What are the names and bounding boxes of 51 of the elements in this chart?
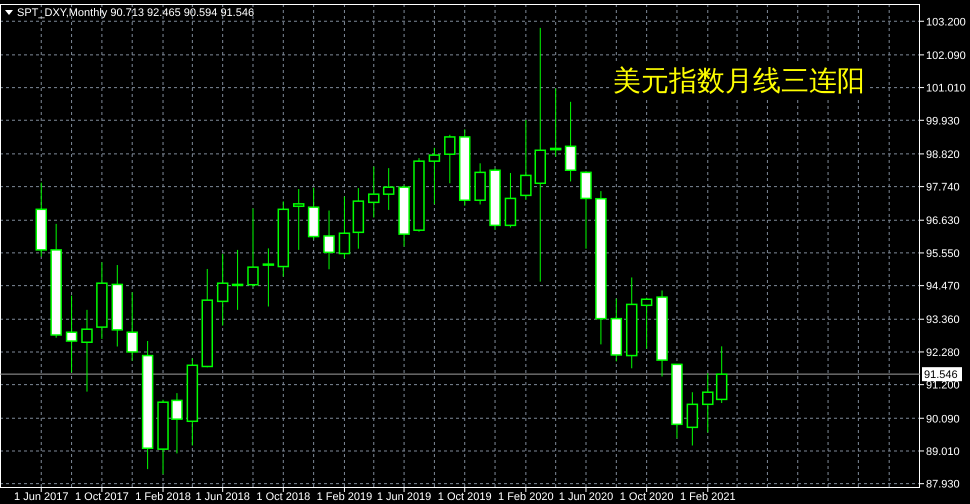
candlestick [368,166,380,218]
candlestick [247,208,259,288]
candlestick [686,392,698,446]
x-tick-label: 1 Oct 2020 [620,491,674,503]
candlestick [338,196,350,259]
ref-line-label: 91.546 [924,369,958,382]
y-tick-label: 94.470 [926,280,960,293]
candlestick [702,372,714,433]
candlestick [564,101,576,182]
y-tick-label: 90.090 [926,413,960,426]
y-tick-label: 97.740 [926,182,960,194]
candlestick [444,134,456,184]
x-tick-label: 1 Jun 2017 [14,491,68,503]
x-tick-label: 1 Jun 2020 [558,491,614,503]
x-tick-label: 1 Oct 2018 [256,491,310,503]
x-tick-label: 1 Jun 2018 [195,491,250,503]
y-tick-label: 98.820 [926,148,960,161]
candlestick [640,297,652,350]
candlestick [382,168,394,210]
y-tick-label: 99.930 [926,115,960,128]
annotation: SPT_DXY,Monthly 90.713 92.465 90.594 91.546 [17,7,254,19]
candlestick [171,392,183,454]
y-tick-label: 103.200 [926,16,966,28]
x-tick-label: 1 Feb 2021 [680,491,736,503]
y-tick-label: 87.930 [926,478,960,491]
candlestick [550,88,562,158]
candlestick [520,119,532,200]
candlestick [292,188,304,250]
x-tick-label: 1 Jun 2019 [376,491,432,503]
y-tick-label: 96.630 [926,215,960,228]
y-tick-label: 101.010 [926,82,966,95]
candlestick [323,210,335,270]
y-tick-label: 93.360 [926,314,960,326]
candlestick [216,253,228,326]
candlestick [262,248,274,308]
y-tick-label: 91.200 [926,380,960,392]
candlestick [232,249,244,310]
candlestick [66,295,78,374]
y-tick-label: 95.550 [926,248,960,260]
x-tick-label: 1 Feb 2020 [498,491,554,503]
y-tick-label: 102.090 [926,50,966,62]
text: 美元指数月线三连阳 [613,64,865,97]
x-tick-label: 1 Oct 2017 [74,491,129,503]
candlestick [428,147,440,205]
y-tick-label: 92.280 [926,346,960,359]
x-tick-label: 1 Oct 2019 [438,491,492,503]
y-tick-label: 89.010 [926,446,960,458]
x-tick-label: 1 Feb 2018 [135,491,191,503]
x-tick-label: 1 Feb 2019 [316,491,372,503]
candlestick [81,309,93,392]
candlestick [126,292,138,362]
